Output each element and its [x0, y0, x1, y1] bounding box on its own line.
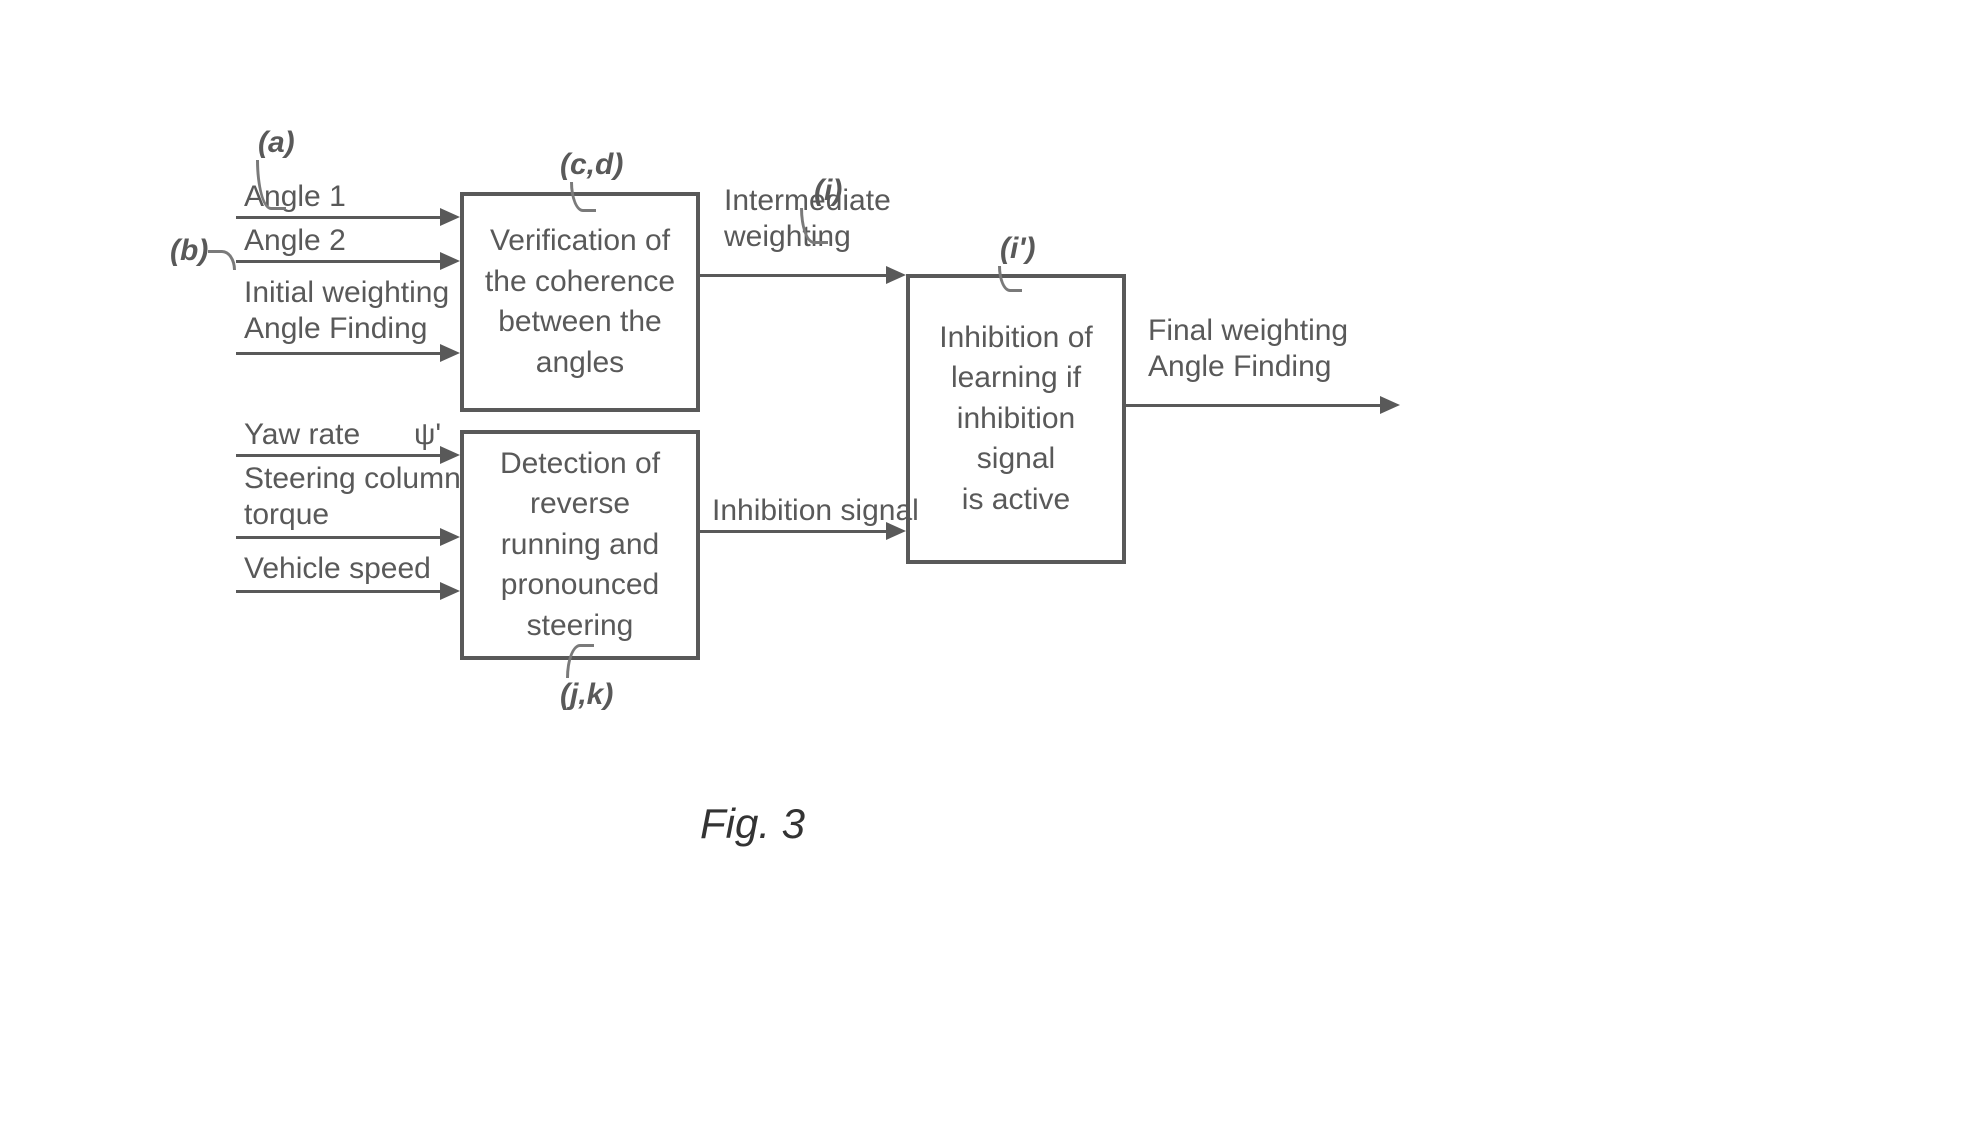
inhibition-arrow-line [700, 530, 886, 533]
speed-arrow-line [236, 590, 440, 593]
angle2-arrow-line [236, 260, 440, 263]
final-angle-finding-label: Angle Finding [1148, 350, 1331, 384]
initial-weighting-label: Initial weighting [244, 276, 449, 310]
annotation-iprime: (i') [1000, 232, 1035, 266]
annotation-b: (b) [170, 234, 208, 268]
torque-label: torque [244, 498, 329, 532]
steering-column-label: Steering column [244, 462, 461, 496]
initial-arrow-line [236, 352, 440, 355]
torque-arrow-head [440, 528, 460, 546]
detection-box: Detection ofreverserunning andpronounced… [460, 430, 700, 660]
leader-b [208, 250, 236, 270]
verification-box: Verification ofthe coherencebetween thea… [460, 192, 700, 412]
intermediate-arrow-line [700, 274, 886, 277]
detection-box-text: Detection ofreverserunning andpronounced… [500, 444, 660, 647]
annotation-i: (i) [814, 174, 842, 208]
inhibition-arrow-head [886, 522, 906, 540]
figure-caption: Fig. 3 [700, 800, 805, 848]
intermediate-label-2: weighting [724, 220, 851, 254]
annotation-a: (a) [258, 126, 295, 160]
annotation-jk: (j,k) [560, 678, 613, 712]
inhibition-box: Inhibition oflearning ifinhibitionsignal… [906, 274, 1126, 564]
angle2-arrow-head [440, 252, 460, 270]
final-arrow-line [1126, 404, 1380, 407]
intermediate-arrow-head [886, 266, 906, 284]
final-arrow-head [1380, 396, 1400, 414]
diagram-canvas: Verification ofthe coherencebetween thea… [0, 0, 1982, 1136]
psi-symbol: ψ' [414, 418, 441, 452]
inhibition-box-text: Inhibition oflearning ifinhibitionsignal… [939, 318, 1092, 521]
final-weighting-label: Final weighting [1148, 314, 1348, 348]
angle1-arrow-head [440, 208, 460, 226]
angle1-arrow-line [236, 216, 440, 219]
annotation-cd: (c,d) [560, 148, 623, 182]
vehicle-speed-label: Vehicle speed [244, 552, 431, 586]
angle-finding-label: Angle Finding [244, 312, 427, 346]
initial-arrow-head [440, 344, 460, 362]
yaw-arrow-head [440, 446, 460, 464]
angle2-label: Angle 2 [244, 224, 346, 258]
torque-arrow-line [236, 536, 440, 539]
yaw-rate-label: Yaw rate [244, 418, 360, 452]
verification-box-text: Verification ofthe coherencebetween thea… [485, 221, 675, 383]
yaw-arrow-line [236, 454, 440, 457]
speed-arrow-head [440, 582, 460, 600]
